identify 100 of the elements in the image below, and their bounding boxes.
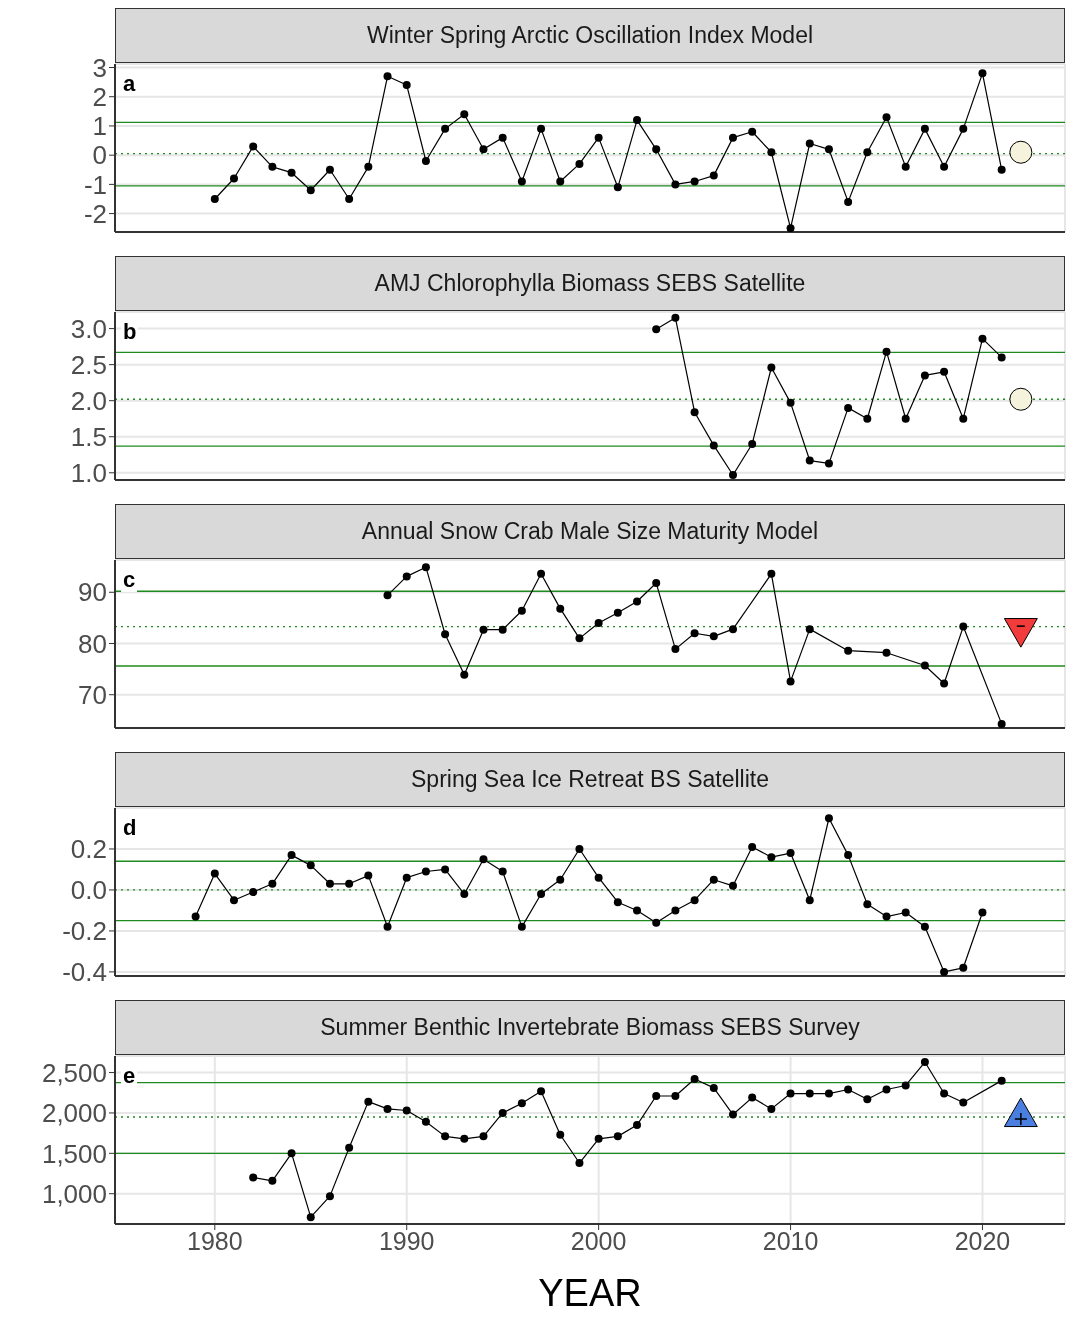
point: [882, 912, 891, 921]
x-axis-title: YEAR: [537, 1272, 643, 1315]
point: [671, 645, 680, 654]
point: [421, 157, 430, 165]
point: [844, 646, 853, 655]
y-tick-label: 1.5: [70, 421, 107, 452]
point: [844, 1085, 853, 1094]
point: [652, 579, 661, 588]
point: [978, 908, 987, 917]
chart-title: AMJ Chlorophylla Biomass SEBS Satellite: [115, 256, 1065, 312]
y-tick-label: 2,000: [41, 1098, 107, 1129]
point: [728, 470, 737, 479]
annotation: c: [121, 567, 138, 592]
point: [709, 171, 718, 180]
point: [824, 814, 833, 823]
point: [940, 679, 949, 688]
point: [402, 873, 411, 882]
point: [613, 608, 622, 617]
point: [556, 177, 565, 186]
point: [325, 165, 334, 174]
point: [786, 1089, 795, 1098]
point: [786, 398, 795, 407]
point: [383, 591, 392, 600]
point: [978, 334, 987, 343]
y-tick-label: -1: [83, 169, 107, 200]
point: [575, 844, 584, 853]
point: [479, 145, 488, 154]
point: [920, 1058, 929, 1067]
y-tick-label: 1: [92, 111, 107, 142]
point: [287, 1149, 296, 1158]
point: [633, 1121, 642, 1130]
point: [306, 1213, 315, 1222]
point: [537, 890, 546, 899]
point: [441, 124, 450, 133]
point: [498, 133, 507, 142]
y-tick-label: 0: [92, 140, 107, 171]
point: [690, 896, 699, 905]
point: [671, 1091, 680, 1100]
y-tick-label: 70: [78, 679, 107, 710]
point: [940, 367, 949, 376]
y-tick-label: -0.4: [62, 957, 107, 988]
point: [844, 403, 853, 412]
y-tick-label: 2.0: [70, 385, 107, 416]
point: [690, 629, 699, 638]
point: [652, 1091, 661, 1100]
point: [805, 456, 814, 465]
point: [517, 177, 526, 186]
point: [901, 908, 910, 917]
point: [479, 625, 488, 634]
point: [997, 165, 1006, 174]
point: [940, 1089, 949, 1098]
point: [479, 1132, 488, 1141]
point: [383, 72, 392, 81]
point: [728, 1110, 737, 1119]
point: [421, 1117, 430, 1126]
point: [786, 849, 795, 858]
point: [383, 1104, 392, 1113]
x-tick-label: 2020: [954, 1226, 1011, 1255]
point: [709, 441, 718, 450]
point: [709, 632, 718, 641]
point: [920, 371, 929, 380]
point: [863, 900, 872, 909]
point: [383, 922, 392, 931]
annotation: b: [121, 319, 139, 344]
point: [959, 1098, 968, 1107]
point: [920, 661, 929, 670]
point: [268, 162, 277, 171]
point: [940, 162, 949, 171]
point: [306, 186, 315, 195]
point: [633, 116, 642, 125]
y-tick-label: -2: [83, 198, 107, 229]
point: [652, 918, 661, 927]
point: [844, 197, 853, 206]
point: [671, 313, 680, 322]
point: [748, 842, 757, 851]
point: [767, 569, 776, 578]
point: [901, 414, 910, 423]
point: [517, 922, 526, 931]
point: [210, 869, 219, 878]
point: [249, 142, 258, 151]
point: [805, 139, 814, 148]
point: [268, 879, 277, 888]
point: [517, 1099, 526, 1108]
point: [345, 879, 354, 888]
point: [767, 853, 776, 862]
y-tick-label: 1,000: [41, 1178, 107, 1209]
point: [748, 127, 757, 136]
point: [441, 865, 450, 874]
y-tick-label: 2.5: [70, 349, 107, 380]
point: [805, 896, 814, 905]
point: [748, 1093, 757, 1102]
point: [882, 113, 891, 122]
point: [997, 353, 1006, 362]
point: [229, 896, 238, 905]
point: [402, 1106, 411, 1115]
point: [460, 1134, 469, 1143]
point: [364, 162, 373, 171]
point: [863, 414, 872, 423]
y-tick-label: 3: [92, 52, 107, 83]
y-tick-label: 3.0: [70, 313, 107, 344]
